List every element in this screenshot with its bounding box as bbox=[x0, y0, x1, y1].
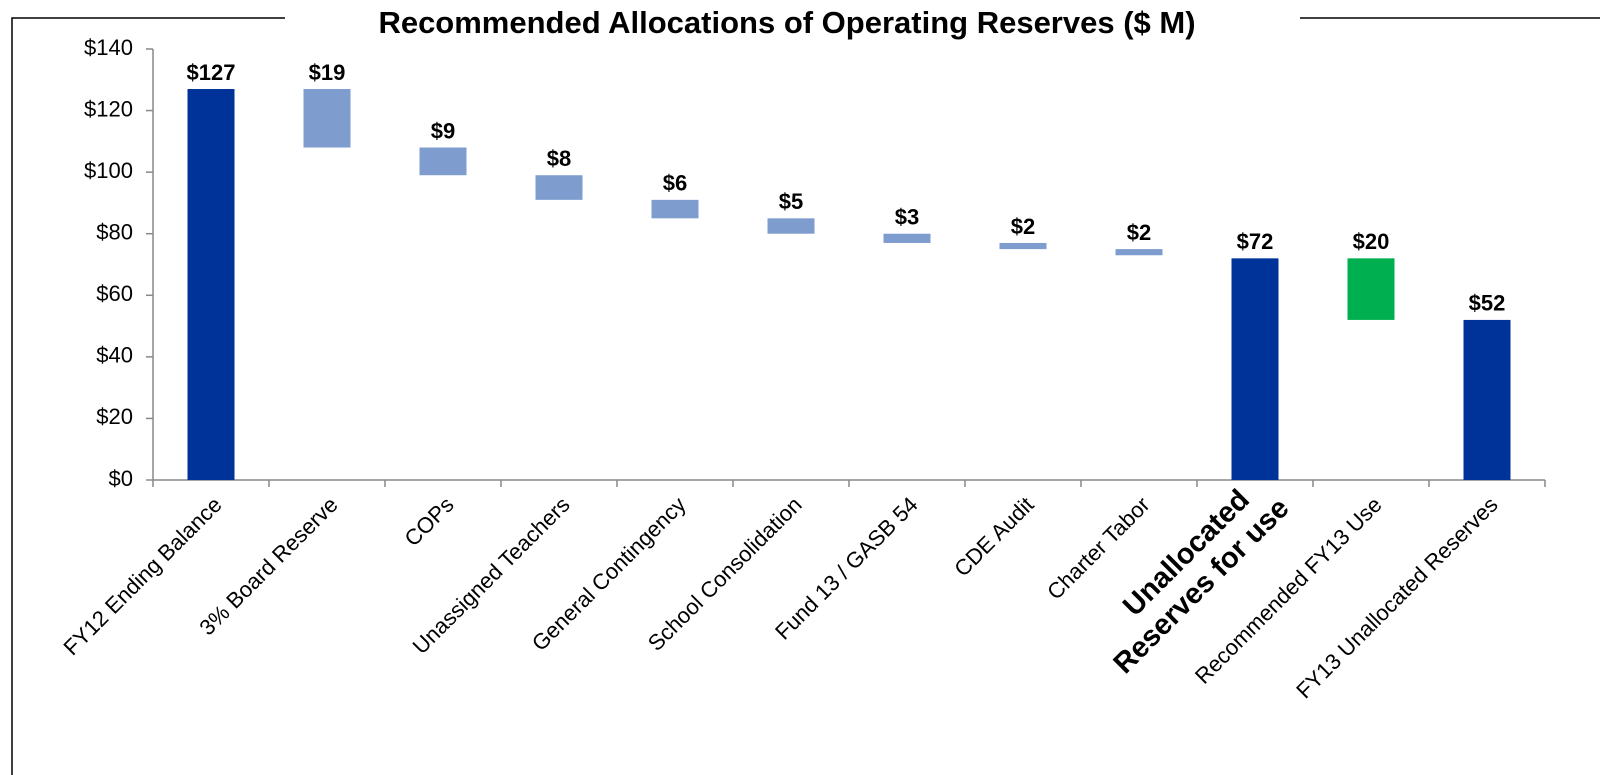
y-tick-label: $120 bbox=[84, 96, 133, 121]
bar bbox=[187, 89, 235, 481]
bar bbox=[883, 233, 931, 243]
bar bbox=[419, 147, 467, 176]
value-label: $5 bbox=[779, 189, 803, 214]
value-label: $19 bbox=[309, 60, 346, 85]
x-tick-label: FY12 Ending Balance bbox=[58, 492, 226, 660]
chart-title: Recommended Allocations of Operating Res… bbox=[378, 5, 1195, 40]
y-tick-label: $80 bbox=[96, 220, 133, 245]
bar bbox=[1115, 249, 1163, 256]
x-tick-label: Unallocated Reserves for use bbox=[1083, 468, 1295, 680]
x-tick-label: COPs bbox=[399, 492, 458, 551]
bar bbox=[999, 242, 1047, 250]
bar bbox=[1231, 258, 1279, 480]
value-label: $20 bbox=[1353, 229, 1390, 254]
frame bbox=[11, 17, 285, 775]
value-label: $2 bbox=[1011, 214, 1035, 239]
y-tick-label: $60 bbox=[96, 281, 133, 306]
value-label: $8 bbox=[547, 146, 571, 171]
bar bbox=[303, 89, 351, 148]
y-tick-label: $0 bbox=[109, 466, 133, 491]
y-tick-label: $100 bbox=[84, 158, 133, 183]
value-label: $127 bbox=[187, 60, 236, 85]
value-label: $6 bbox=[663, 171, 687, 196]
value-label: $72 bbox=[1237, 229, 1274, 254]
bar bbox=[651, 199, 699, 219]
bar bbox=[1347, 258, 1395, 320]
bar bbox=[1463, 319, 1511, 480]
value-label: $52 bbox=[1469, 291, 1506, 316]
value-label: $3 bbox=[895, 205, 919, 230]
bar bbox=[535, 175, 583, 200]
value-label: $9 bbox=[431, 118, 455, 143]
value-label: $2 bbox=[1127, 220, 1151, 245]
y-tick-label: $20 bbox=[96, 404, 133, 429]
x-tick-label: CDE Audit bbox=[949, 492, 1038, 581]
y-tick-label: $40 bbox=[96, 343, 133, 368]
y-tick-label: $140 bbox=[84, 35, 133, 60]
x-tick-label: FY13 Unallocated Reserves bbox=[1291, 492, 1502, 703]
bar bbox=[767, 218, 815, 234]
